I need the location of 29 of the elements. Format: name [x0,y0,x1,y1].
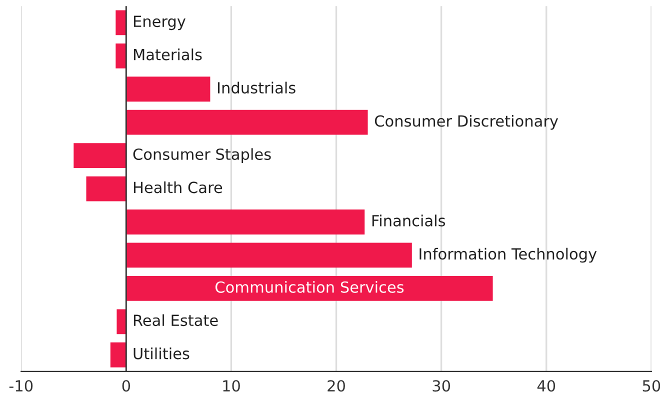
bar [126,242,412,268]
x-tick-label: -10 [9,380,33,392]
x-tick-label: 50 [642,380,660,392]
y-tick-label: Financials [372,214,446,226]
bar [126,210,365,234]
bar [126,76,210,102]
bar [116,10,126,36]
x-tick-label: 20 [328,380,345,392]
y-tick-label: Consumer Staples [133,148,271,163]
y-tick-label: Materials [134,48,202,60]
x-tick-label: 10 [223,380,240,392]
y-tick-label: Communication Services [215,281,404,293]
bar [116,309,126,334]
y-tick-label: Information Technology [420,248,597,263]
bar [110,342,126,368]
bar [126,276,493,301]
y-tick-label: Consumer Discretionary [374,114,558,130]
y-tick-label: Utilities [134,347,190,360]
bar [116,43,126,68]
x-tick-label: 40 [537,380,556,392]
bar [74,143,126,168]
y-tick-label: Health Care [134,181,222,194]
y-tick-label: Industrials [218,82,296,94]
bar [86,176,126,202]
y-tick-label: Energy [134,16,186,30]
y-tick-label: Real Estate [134,314,218,326]
x-tick-label: 0 [122,380,130,392]
bar [126,110,368,135]
x-tick-label: 30 [432,380,450,392]
